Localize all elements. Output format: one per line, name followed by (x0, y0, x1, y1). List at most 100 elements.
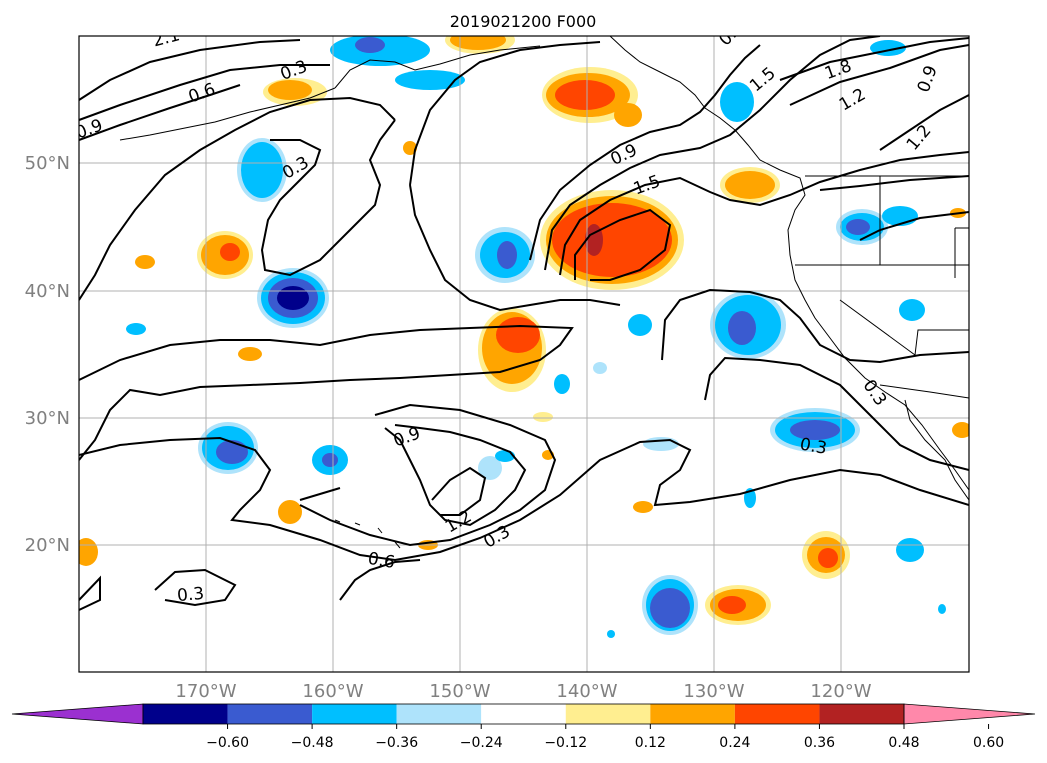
hawaiian-islands (334, 519, 401, 549)
colorbar-tick-label: 0.24 (719, 735, 750, 751)
warm-anomaly (135, 255, 155, 269)
colorbar-segments (11, 703, 1036, 725)
warm-anomaly (79, 538, 98, 566)
anomaly-shading (79, 36, 969, 638)
contour-line (260, 119, 396, 277)
warm-anomaly (268, 80, 312, 100)
colorbar: −0.60 −0.48 −0.36 −0.24 −0.12 0.12 0.24 0.36 0.4… (11, 703, 1036, 751)
cool-anomaly (495, 450, 515, 462)
cool-anomaly (216, 440, 248, 464)
cool-anomaly (899, 299, 925, 321)
contour-line (339, 559, 421, 601)
warm-anomaly (278, 500, 302, 524)
contour-line (79, 324, 574, 461)
cool-anomaly (643, 437, 679, 451)
contour-line (299, 487, 341, 501)
colorbar-tick-label: −0.24 (460, 735, 503, 751)
colorbar-segment (565, 704, 651, 724)
cool-anomaly (330, 36, 430, 66)
colorbar-tick-label: 0.36 (804, 735, 835, 751)
cool-anomaly (478, 456, 502, 480)
colorbar-tick-label: −0.48 (291, 735, 334, 751)
contour-line (544, 36, 881, 271)
contour-line (79, 575, 101, 611)
contour-line (79, 96, 396, 301)
colorbar-extend-low (11, 703, 144, 725)
warm-anomaly (725, 171, 775, 199)
lat-label: 40°N (25, 281, 70, 302)
colorbar-segment (650, 704, 735, 724)
cool-anomaly (720, 82, 754, 122)
colorbar-tick-label: −0.12 (544, 735, 587, 751)
colorbar-segment (312, 704, 397, 724)
cool-anomaly (607, 630, 615, 638)
lon-label: 150°W (429, 681, 490, 702)
warm-anomaly (614, 103, 642, 127)
contour-lines (79, 36, 969, 611)
contour-line (779, 37, 969, 81)
cool-anomaly (728, 311, 756, 345)
colorbar-segment (227, 704, 313, 724)
cool-anomaly (395, 70, 465, 90)
mexico-border (879, 384, 969, 399)
cool-anomaly (896, 538, 924, 562)
cool-anomaly (628, 314, 652, 336)
lat-label: 50°N (25, 153, 70, 174)
warm-anomaly (818, 548, 838, 568)
cool-anomaly (126, 323, 146, 335)
warm-anomaly (450, 36, 506, 50)
lon-label: 120°W (810, 681, 871, 702)
colorbar-segment (481, 704, 566, 724)
warm-anomaly (496, 317, 540, 353)
aleutian-islands (119, 87, 336, 141)
warm-anomaly (585, 224, 603, 256)
colorbar-frame (142, 703, 905, 725)
colorbar-segment (734, 704, 820, 724)
north-america-coastline (609, 36, 969, 491)
colorbar-tick-label: 0.12 (635, 735, 666, 751)
contour-line (79, 64, 330, 121)
lon-label: 160°W (302, 681, 363, 702)
contour-line (574, 208, 672, 281)
contour-line (409, 184, 621, 312)
lon-label: 170°W (175, 681, 236, 702)
map-frame (78, 35, 970, 673)
baja-coastline (904, 399, 969, 501)
lon-label: 130°W (683, 681, 744, 702)
cool-anomaly (554, 374, 570, 394)
contour-label: 0.6 (366, 549, 396, 573)
cool-anomaly (650, 588, 690, 628)
warm-anomaly (718, 596, 746, 614)
figure-title: 2019021200 F000 (450, 12, 597, 31)
colorbar-tick-label: 0.48 (888, 735, 919, 751)
state-border (839, 299, 969, 356)
cool-anomaly (277, 286, 309, 310)
contour-line (819, 175, 969, 191)
contour-line (661, 288, 969, 364)
latitude-labels: 50°N 40°N 30°N 20°N (25, 153, 70, 556)
warm-anomaly (555, 80, 615, 110)
warm-anomaly (533, 412, 553, 422)
colorbar-tick-label: 0.60 (973, 735, 1004, 751)
cool-anomaly (322, 453, 338, 467)
map-panel: 2.1 0.3 0.6 0.9 0.3 0.9 1.5 0.9 1.5 1.8 … (78, 35, 970, 673)
contour-line (79, 436, 969, 562)
warm-anomaly (952, 422, 969, 438)
contour-line (299, 403, 557, 547)
cool-anomaly (355, 37, 385, 53)
colorbar-segment (396, 704, 482, 724)
warm-anomaly (220, 243, 240, 261)
contour-line (409, 41, 601, 186)
colorbar-segment (819, 704, 904, 724)
contour-line (859, 211, 969, 241)
warm-anomaly (552, 203, 672, 277)
warm-anomaly (403, 141, 417, 155)
contour-line (79, 39, 301, 101)
colorbar-ticks: −0.60 −0.48 −0.36 −0.24 −0.12 0.12 0.24 0.36 0.4… (206, 724, 1004, 751)
contour-line (154, 568, 237, 607)
lon-label: 140°W (556, 681, 617, 702)
contour-line (79, 84, 241, 141)
contour-line (559, 151, 969, 276)
colorbar-segment (143, 704, 228, 724)
